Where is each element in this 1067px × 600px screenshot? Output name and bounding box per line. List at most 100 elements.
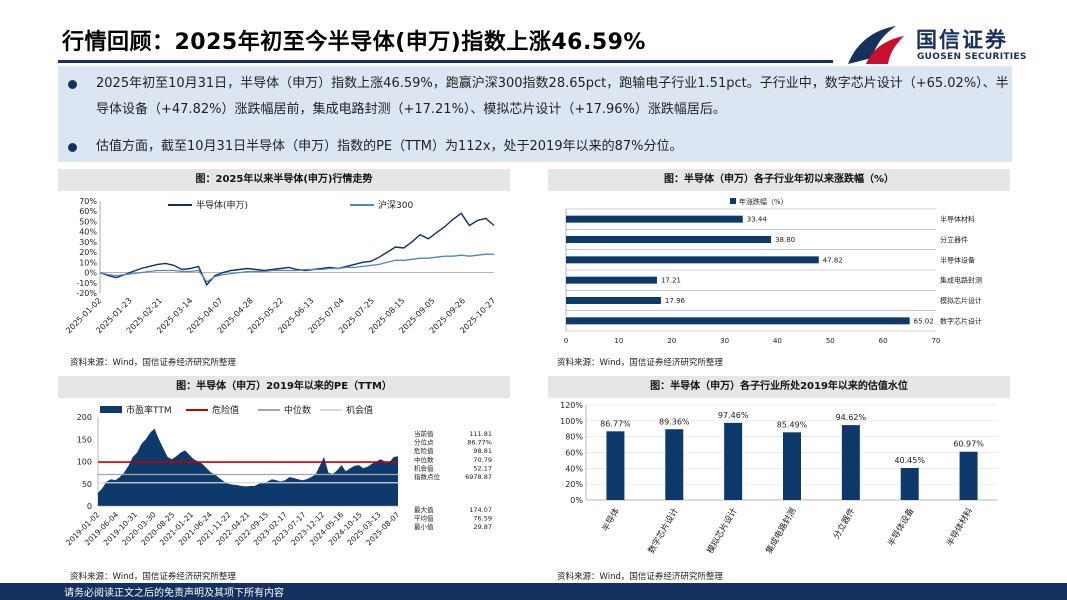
y-tick-label: 0: [87, 502, 92, 511]
bar: [566, 236, 772, 243]
bar: [783, 432, 801, 500]
bar-value-label: 65.02: [914, 317, 934, 325]
stat-label: 机会值: [414, 463, 434, 472]
y-tick-label: 60%: [79, 207, 97, 216]
bar: [959, 451, 978, 500]
bullet-dot-icon: [68, 143, 77, 152]
bar-value-label: 89.36%: [659, 417, 690, 426]
category-label: 模拟芯片设计: [705, 506, 740, 556]
legend-label: 市盈率TTM: [126, 404, 172, 416]
semiconductor-line: [99, 212, 495, 287]
pe-area: [98, 428, 398, 506]
bullet-text: 估值方面，截至10月31日半导体（申万）指数的PE（TTM）为112x，处于20…: [96, 139, 683, 154]
bar-value-label: 40.45%: [894, 456, 925, 465]
footer-bar: 请务必阅读正文之后的免责声明及其项下所有内容: [0, 583, 1067, 600]
bar: [566, 256, 819, 264]
stat-label: 最小值: [414, 522, 434, 531]
guosen-logo-icon: [848, 26, 904, 64]
y-tick-label: 50%: [79, 217, 97, 226]
stat-value: 98.81: [473, 447, 492, 455]
pe-chart-title: 图：半导体（申万）2019年以来的PE（TTM）: [58, 376, 510, 398]
x-tick-label: 40: [773, 337, 782, 345]
category-label: 半导体设备: [940, 255, 975, 264]
legend-label: 危险值: [212, 404, 239, 416]
percentile-source: 资料来源：Wind，国信证券经济研究所整理: [557, 572, 723, 582]
legend-label: 沪深300: [378, 199, 413, 211]
bar-value-label: 33.44: [747, 216, 768, 224]
category-label: 数字芯片设计: [940, 316, 982, 325]
stat-label: 指数点位: [414, 472, 441, 481]
bar: [566, 215, 743, 223]
legend-label: 机会值: [346, 404, 373, 416]
x-tick-label: 0: [564, 337, 568, 345]
stat-value: 52.17: [473, 464, 492, 472]
bar-value-label: 86.77%: [600, 419, 631, 428]
stat-label: 当前值: [414, 429, 434, 438]
y-tick-label: 70%: [79, 197, 97, 206]
stat-label: 中位数: [414, 455, 434, 464]
page-title: 行情回顾：2025年初至今半导体(申万)指数上涨46.59%: [62, 30, 646, 55]
y-tick-label: 100%: [560, 417, 583, 426]
trend-line-chart: 70%60%50%40%30%20%10%0%-10%-20%2025-01-0…: [64, 197, 497, 335]
legend-swatch: [100, 406, 122, 413]
logo-english-text: GUOSEN SECURITIES: [917, 52, 1027, 62]
stat-value: 86.77%: [467, 439, 492, 447]
bar: [900, 467, 919, 500]
bar-value-label: 17.96: [665, 297, 686, 305]
category-label: 分立器件: [940, 235, 968, 244]
stat-value: 29.87: [473, 523, 492, 531]
x-tick-label: 50: [826, 337, 835, 345]
bullet-dot-icon: [68, 80, 77, 89]
legend-label: 中位数: [284, 404, 311, 416]
y-tick-label: 30%: [79, 238, 97, 247]
percentile-chart-title: 图：半导体（申万）各子行业所处2019年以来的估值水位: [548, 376, 1010, 398]
bar-value-label: 17.21: [661, 277, 681, 285]
bar-value-label: 60.97%: [953, 440, 984, 449]
y-tick-label: 20%: [565, 480, 583, 489]
category-label: 分立器件: [831, 506, 858, 541]
bar: [724, 422, 743, 500]
returns-source: 资料来源：Wind，国信证券经济研究所整理: [557, 358, 723, 368]
bar-value-label: 97.46%: [718, 411, 749, 420]
trend-source: 资料来源：Wind，国信证券经济研究所整理: [70, 358, 236, 368]
trend-chart-title: 图：2025年以来半导体(申万)行情走势: [58, 169, 510, 191]
y-tick-label: 0%: [84, 269, 97, 278]
category-label: 集成电路封测: [764, 506, 799, 556]
bar-value-label: 85.49%: [777, 420, 808, 429]
stat-value: 111.81: [469, 430, 492, 438]
y-tick-label: 150: [77, 435, 92, 444]
bar: [606, 431, 625, 500]
title-rule: [58, 60, 833, 63]
y-tick-label: 20%: [79, 248, 97, 257]
x-tick-label: 20: [667, 337, 676, 345]
stat-label: 最大值: [414, 505, 434, 514]
category-label: 数字芯片设计: [646, 506, 681, 556]
y-tick-label: 120%: [560, 401, 583, 410]
x-tick-label: 70: [932, 337, 941, 345]
legend-swatch: [730, 198, 736, 204]
legend-label: 半导体(申万): [196, 199, 248, 211]
pe-source: 资料来源：Wind，国信证券经济研究所整理: [70, 572, 236, 582]
y-tick-label: 10%: [79, 258, 97, 267]
y-tick-label: 50: [82, 480, 92, 489]
category-label: 半导体材料: [940, 215, 975, 224]
category-label: 半导体材料: [944, 506, 975, 549]
summary-box: 2025年初至10月31日，半导体（申万）指数上涨46.59%，跑赢沪深300指…: [58, 66, 1012, 162]
y-tick-label: 40%: [565, 464, 583, 473]
x-tick-label: 30: [720, 337, 729, 345]
bar-value-label: 47.82: [823, 256, 843, 264]
hs300-line: [99, 253, 494, 283]
legend-label: 年涨跌幅（%）: [739, 197, 788, 206]
y-tick-label: -10%: [76, 279, 97, 288]
valuation-percentile-chart: 120% 100% 80% 60% 40% 20% 0% 86.77% 半导体 89.36% 数字芯…: [560, 401, 998, 556]
bar-value-label: 38.80: [775, 236, 795, 244]
company-logo: 国信证券 GUOSEN SECURITIES: [846, 22, 1026, 66]
stat-label: 平均值: [414, 514, 434, 523]
stat-value: 6978.87: [465, 473, 492, 481]
sub-industry-returns-chart: 年涨跌幅（%） 33.44 半导体材料 38.80 分立器件 47.82 半导体设备 17.2…: [564, 197, 982, 345]
y-tick-label: 80%: [565, 433, 583, 442]
y-tick-label: 100: [77, 458, 92, 467]
category-label: 集成电路封测: [940, 276, 982, 285]
category-label: 半导体: [600, 506, 623, 534]
category-label: 模拟芯片设计: [940, 296, 982, 305]
